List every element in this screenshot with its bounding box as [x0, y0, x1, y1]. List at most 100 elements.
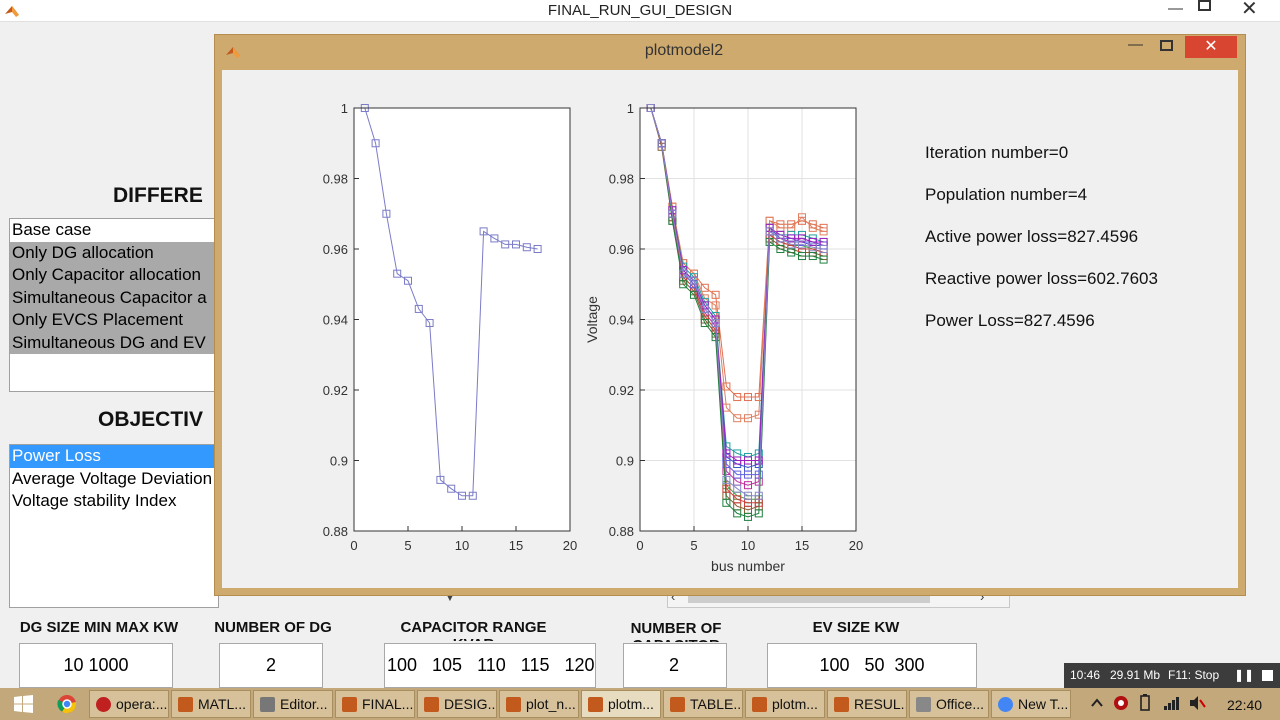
data-point	[690, 276, 698, 285]
data-point	[501, 240, 510, 249]
minimize-button[interactable]: —	[1168, 0, 1183, 17]
data-point	[522, 243, 531, 252]
dg-size-input[interactable]: 10 1000	[19, 643, 173, 688]
pause-icon[interactable]: ❚❚	[1234, 668, 1255, 682]
main-window-title: FINAL_RUN_GUI_DESIGN	[547, 2, 733, 19]
number-of-dg-label: NUMBER OF DG	[214, 619, 332, 636]
y-tick-label: 1	[341, 101, 348, 116]
number-of-capacitor-input[interactable]: 2	[623, 643, 727, 688]
app-icon	[752, 697, 767, 712]
stop-icon[interactable]	[1262, 670, 1273, 681]
data-point	[744, 470, 752, 479]
data-point	[744, 481, 752, 490]
taskbar-app-button[interactable]: plotm...	[745, 690, 825, 718]
data-point	[722, 382, 731, 391]
figure-maximize-button[interactable]	[1160, 40, 1173, 51]
data-point	[819, 227, 828, 236]
scroll-right-arrow-icon[interactable]: ›	[980, 589, 985, 604]
list-item[interactable]: Simultaneous DG and EV	[10, 331, 218, 354]
y-tick-label: 0.96	[323, 242, 348, 257]
tray-up-arrow-icon[interactable]	[1090, 696, 1104, 710]
list-item[interactable]: Base case	[12, 220, 92, 239]
network-signal-icon[interactable]	[1162, 694, 1180, 712]
data-point	[733, 495, 742, 504]
taskbar-app-button[interactable]: plotm...	[581, 690, 661, 718]
data-point	[657, 139, 666, 148]
figure-minimize-button[interactable]: —	[1128, 36, 1143, 53]
capacitor-range-input[interactable]: 100 105 110 115 120	[384, 643, 596, 688]
voltage-plot-right: 0 5 10 15 20 0.88 0.9 0.92 0.94 0.96 0.98 1 bus numb…	[584, 101, 863, 574]
data-point	[700, 319, 709, 328]
scrollbar-thumb[interactable]	[688, 594, 930, 603]
number-of-dg-input[interactable]: 2	[219, 643, 323, 688]
windows-start-icon[interactable]	[14, 695, 34, 713]
app-icon	[916, 697, 931, 712]
figure-close-button[interactable]: ✕	[1185, 36, 1237, 58]
data-point	[436, 475, 445, 484]
recorder-stop-hint[interactable]: F11: Stop	[1168, 668, 1220, 682]
y-tick-label: 0.88	[609, 524, 634, 539]
taskbar-app-label: DESIG...	[444, 696, 497, 712]
list-item[interactable]: Simultaneous Capacitor a	[10, 286, 218, 309]
scroll-left-arrow-icon[interactable]: ‹	[671, 589, 676, 604]
ev-size-input[interactable]: 100 50 300	[767, 643, 977, 688]
list-item[interactable]: Power Loss	[10, 445, 218, 468]
data-point	[393, 269, 402, 278]
data-point	[679, 280, 688, 289]
taskbar-app-button[interactable]: plot_n...	[499, 690, 579, 718]
x-axis-label: bus number	[711, 558, 785, 574]
app-icon	[834, 697, 849, 712]
taskbar-app-button[interactable]: TABLE...	[663, 690, 743, 718]
tray-app-icon[interactable]	[1112, 694, 1130, 712]
objective-listbox[interactable]: Power Loss Average Voltage Deviation Vol…	[9, 444, 219, 608]
x-tick-label: 15	[509, 538, 523, 553]
taskbar-clock[interactable]: 22:40	[1227, 697, 1263, 713]
data-point	[776, 245, 785, 253]
taskbar-app-label: RESUL...	[854, 696, 907, 712]
volume-muted-icon[interactable]	[1188, 694, 1206, 712]
data-point	[776, 234, 785, 243]
matlab-icon	[226, 47, 240, 58]
taskbar-app-button[interactable]: opera:...	[89, 690, 169, 718]
x-tick-label: 5	[690, 538, 697, 553]
battery-icon[interactable]	[1136, 694, 1154, 712]
x-tick-label: 10	[741, 538, 755, 553]
data-point	[808, 243, 817, 252]
data-point	[690, 290, 698, 299]
list-item[interactable]: Voltage stability Index	[12, 491, 177, 510]
list-item[interactable]: Average Voltage Deviation	[12, 468, 213, 488]
data-point	[754, 509, 763, 518]
data-point	[733, 456, 742, 465]
data-point	[711, 333, 720, 342]
matlab-icon	[5, 6, 19, 17]
taskbar-app-button[interactable]: DESIG...	[417, 690, 497, 718]
y-tick-label: 0.98	[323, 172, 348, 187]
y-tick-label: 0.94	[323, 313, 348, 328]
data-point	[808, 223, 817, 232]
reactive-power-loss-text: Reactive power loss=602.7603	[925, 269, 1158, 288]
taskbar-app-button[interactable]: Office...	[909, 690, 989, 718]
power-loss-text: Power Loss=827.4596	[925, 311, 1095, 330]
data-point	[754, 470, 763, 479]
taskbar-app-button[interactable]: FINAL...	[335, 690, 415, 718]
data-point	[722, 475, 731, 484]
main-close-button[interactable]: ✕	[1241, 0, 1258, 20]
data-point	[722, 484, 731, 493]
data-point	[798, 240, 806, 249]
taskbar-app-button[interactable]: New T...	[991, 690, 1071, 718]
chrome-icon[interactable]	[57, 694, 77, 714]
taskbar-app-button[interactable]: MATL...	[171, 690, 251, 718]
dg-size-label: DG SIZE MIN MAX KW	[19, 619, 179, 636]
y-tick-label: 0.94	[609, 313, 634, 328]
list-item[interactable]: Only DG allocation	[10, 241, 218, 264]
data-point	[668, 209, 677, 218]
taskbar-app-button[interactable]: RESUL...	[827, 690, 907, 718]
main-titlebar	[0, 0, 1280, 22]
list-item[interactable]: Only EVCS Placement	[10, 309, 218, 332]
taskbar-app-button[interactable]: Editor...	[253, 690, 333, 718]
y-tick-label: 0.88	[323, 524, 348, 539]
scroll-down-arrow-icon[interactable]: ▼	[445, 593, 455, 604]
maximize-button[interactable]	[1198, 0, 1211, 11]
list-item[interactable]: Only Capacitor allocation	[10, 264, 218, 287]
case-listbox[interactable]: Base case Only DG allocation Only Capaci…	[9, 218, 219, 392]
